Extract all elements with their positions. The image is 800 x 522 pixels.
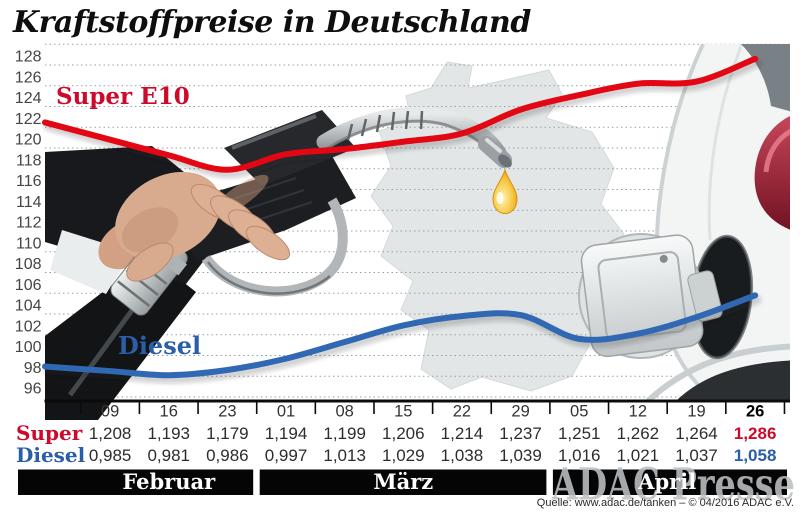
y-axis-label: 116 — [16, 173, 42, 190]
table-value: 1,193 — [147, 424, 190, 443]
y-axis-label: 96 — [24, 381, 42, 398]
grid-layer: 96 98 100 102 104 106 108 110 112 114 116 118 120 122… — [15, 43, 790, 398]
y-axis-label: 108 — [15, 256, 42, 273]
table-value: 1,208 — [89, 424, 132, 443]
series-line-super-e10 — [42, 55, 759, 173]
table-value: 1,013 — [323, 446, 366, 465]
y-axis-label: 124 — [15, 90, 42, 107]
date-label: 26 — [746, 403, 764, 421]
y-axis-label: 114 — [16, 194, 42, 211]
table-value: 0,981 — [147, 446, 190, 465]
date-label: 09 — [101, 403, 119, 421]
thumb — [126, 242, 174, 282]
table-value: 1,038 — [441, 446, 484, 465]
table-value: 1,264 — [675, 424, 718, 443]
date-label: 15 — [394, 403, 412, 421]
date-label: 05 — [570, 403, 588, 421]
y-axis-label: 106 — [15, 277, 42, 294]
y-axis-label: 100 — [15, 339, 42, 356]
spout-corrugation — [346, 110, 424, 141]
adac-presse-watermark: ADAC Presse — [551, 460, 795, 511]
line-shadow — [44, 296, 762, 384]
table-value: 1,251 — [558, 424, 601, 443]
trigger-guard-shade — [206, 261, 331, 295]
taillight — [754, 116, 790, 230]
legend-super-e10: Super E10 — [56, 83, 190, 110]
bumper-shadow — [676, 360, 790, 401]
table-value: 1,037 — [675, 446, 718, 465]
y-axis-label: 120 — [15, 132, 42, 149]
table-value: 1,021 — [617, 446, 660, 465]
hand-shade — [121, 207, 179, 253]
date-label: 01 — [277, 403, 295, 421]
table-value: 1,199 — [323, 424, 366, 443]
month-bar — [552, 469, 787, 495]
fuel-drop-highlight — [496, 192, 504, 204]
series-layer — [42, 55, 762, 384]
line-shadow — [44, 59, 762, 178]
taillight-streak — [763, 128, 790, 173]
month-labels: Februar März April — [122, 469, 696, 494]
y-axis-label: 104 — [15, 298, 42, 315]
table-value: 1,286 — [734, 424, 777, 443]
date-label: 22 — [453, 403, 471, 421]
y-axis-label: 118 — [16, 152, 42, 169]
source-line: Quelle: www.adac.de/tanken – © 04/2016 A… — [536, 497, 794, 509]
bumper-line — [645, 343, 790, 401]
finger — [245, 225, 291, 261]
table-value: 0,997 — [265, 446, 308, 465]
table-value: 0,986 — [206, 446, 249, 465]
table-value: 0,985 — [89, 446, 132, 465]
y-axis-label: 128 — [15, 49, 42, 66]
date-label: 23 — [218, 403, 236, 421]
y-axis-label: 98 — [24, 360, 42, 377]
month-label: Februar — [122, 469, 216, 494]
y-axis-label: 110 — [16, 235, 42, 252]
axis-layer: 09 16 23 01 08 15 22 29 05 12 19 26 — [44, 399, 790, 421]
month-bar — [18, 469, 254, 495]
table-value: 1,214 — [441, 424, 484, 443]
series-line-diesel — [42, 292, 759, 379]
table-value: 1,206 — [382, 424, 425, 443]
table-value: 1,194 — [265, 424, 308, 443]
table-value: 1,029 — [382, 446, 425, 465]
legend-diesel: Diesel — [118, 331, 202, 360]
table-value: 1,039 — [499, 446, 542, 465]
month-bars — [18, 469, 787, 495]
table-value: 1,237 — [499, 424, 542, 443]
date-label: 12 — [629, 403, 647, 421]
date-label: 16 — [160, 403, 178, 421]
table-row-label-super: Super — [16, 421, 83, 445]
table-value: 1,016 — [558, 446, 601, 465]
date-label: 08 — [335, 403, 353, 421]
spout-tip-highlight — [485, 138, 502, 153]
car-window — [741, 44, 790, 112]
fuel-nozzle-photo — [45, 106, 508, 420]
y-axis-label: 112 — [16, 215, 42, 232]
month-bar — [259, 469, 547, 495]
page-title: Kraftstoffpreise in Deutschland — [13, 5, 531, 40]
y-axis-label: 122 — [15, 111, 42, 128]
date-label: 19 — [687, 403, 705, 421]
month-label: April — [637, 469, 696, 494]
y-axis-label: 102 — [15, 318, 42, 335]
watermark-layer: ADAC Presse — [551, 460, 795, 511]
table-value: 1,058 — [734, 446, 777, 465]
fuel-drop-icon — [478, 136, 518, 215]
table-value: 1,179 — [206, 424, 249, 443]
price-table: Super 1,208 1,193 1,179 1,194 1,199 1,206 1,214… — [16, 421, 776, 467]
y-axis-label: 126 — [15, 69, 42, 86]
spout-opening — [498, 154, 512, 168]
trigger-guard — [201, 197, 348, 297]
table-row-label-diesel: Diesel — [16, 443, 86, 467]
filler-neck — [692, 236, 752, 358]
nozzle-head-highlight — [231, 114, 317, 150]
table-value: 1,262 — [617, 424, 660, 443]
month-label: März — [373, 469, 433, 494]
date-label: 29 — [511, 403, 529, 421]
